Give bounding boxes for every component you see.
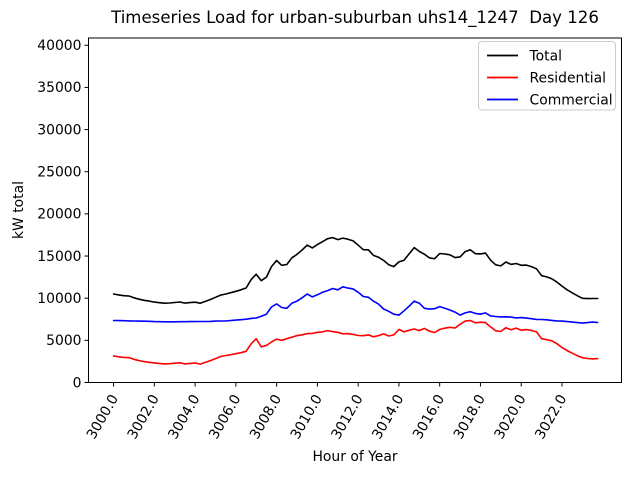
y-tick-label: 30000 <box>37 122 81 138</box>
chart-title: Timeseries Load for urban-suburban uhs14… <box>111 8 599 27</box>
x-tick-label: 3004.0 <box>165 392 203 442</box>
x-tick-label: 3010.0 <box>288 392 326 442</box>
y-tick-label: 0 <box>73 375 82 391</box>
x-tick-label: 3006.0 <box>206 392 244 442</box>
y-tick-label: 20000 <box>37 207 81 223</box>
x-tick-label: 3002.0 <box>125 392 163 442</box>
y-tick-label: 10000 <box>37 291 81 307</box>
legend-label-residential: Residential <box>530 70 607 86</box>
x-tick-label: 3014.0 <box>369 392 407 442</box>
x-axis-label: Hour of Year <box>312 449 398 465</box>
y-tick-label: 5000 <box>46 333 81 349</box>
x-tick-label: 3018.0 <box>451 392 489 442</box>
x-tick-label: 3000.0 <box>84 392 122 442</box>
y-tick-label: 15000 <box>37 249 81 265</box>
legend-box <box>478 41 616 111</box>
x-tick-label: 3022.0 <box>532 392 570 442</box>
y-tick-label: 25000 <box>37 165 81 181</box>
series-line-total <box>112 236 599 304</box>
legend-label-total: Total <box>529 48 562 64</box>
plot-frame <box>88 37 622 383</box>
y-tick-label: 35000 <box>37 80 81 96</box>
series-line-commercial <box>112 286 599 324</box>
x-tick-label: 3016.0 <box>410 392 448 442</box>
x-tick-label: 3012.0 <box>328 392 366 442</box>
y-tick-label: 40000 <box>37 38 81 54</box>
series-line-residential <box>112 319 599 365</box>
x-tick-label: 3020.0 <box>492 392 530 442</box>
legend-label-commercial: Commercial <box>530 92 613 108</box>
x-tick-label: 3008.0 <box>247 392 285 442</box>
